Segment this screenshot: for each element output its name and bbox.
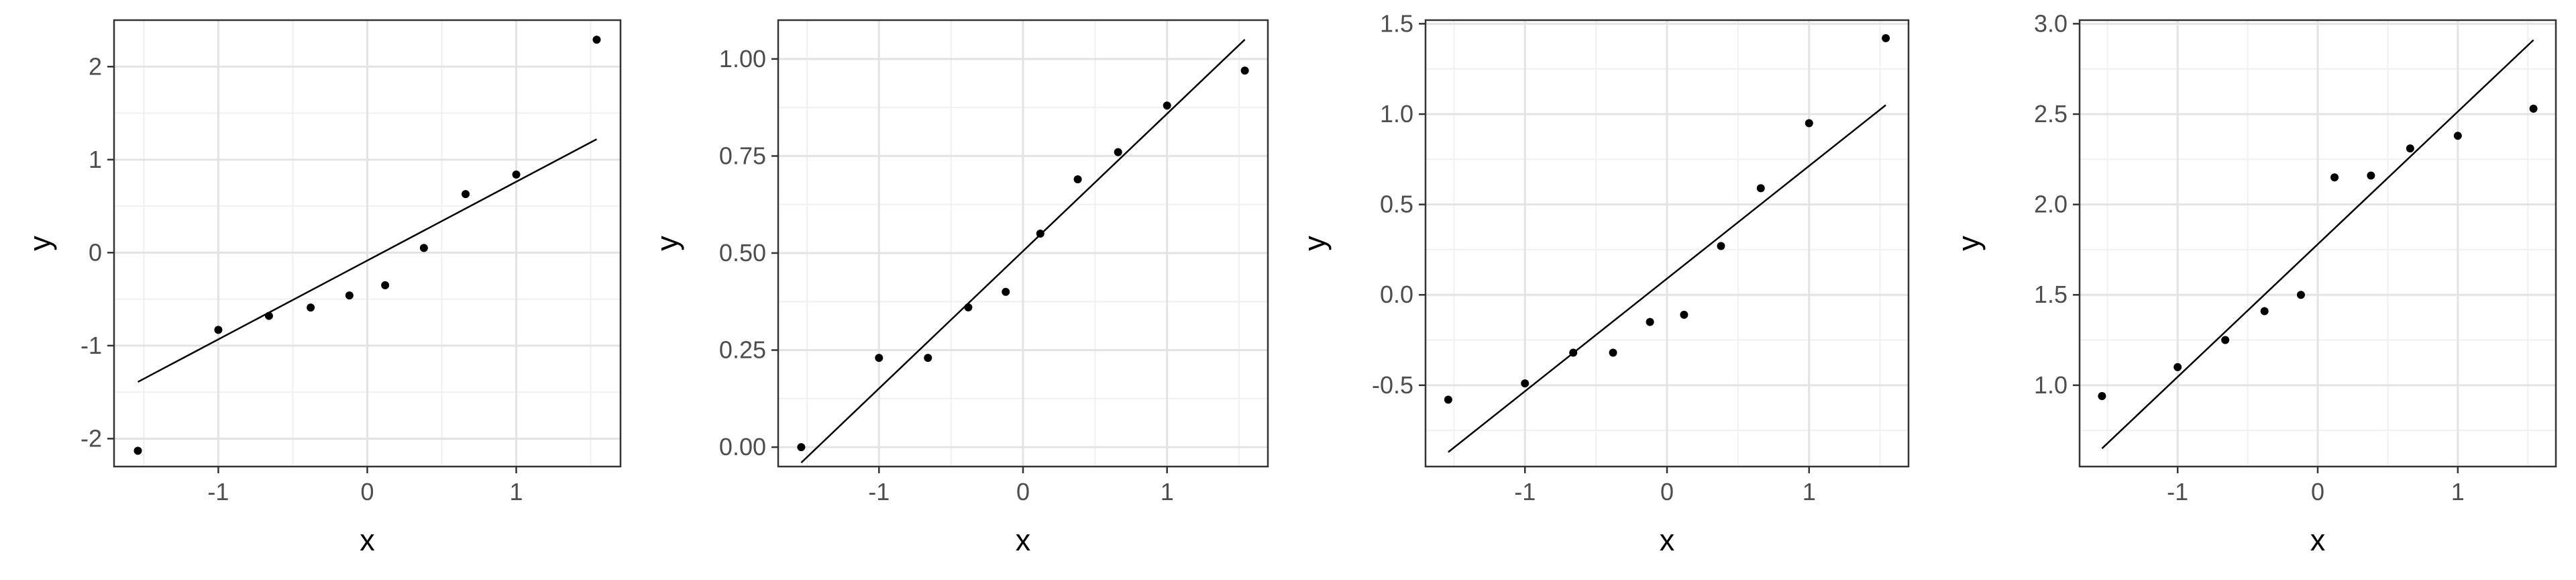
data-point	[2367, 171, 2375, 180]
x-tick-label: 0	[1016, 478, 1030, 505]
y-tick-label: 0.25	[719, 336, 766, 364]
y-axis-title: y	[650, 236, 684, 251]
data-point	[2330, 173, 2339, 182]
data-point	[1609, 348, 1617, 357]
data-point	[214, 326, 223, 334]
y-tick-label: 2	[89, 52, 102, 80]
data-point	[2406, 144, 2414, 153]
y-tick-label: 0.5	[1380, 191, 1413, 218]
y-tick-label: 1.0	[1380, 100, 1413, 128]
y-tick-label: 1.5	[2034, 281, 2068, 308]
y-tick-label: 0.00	[719, 433, 766, 461]
x-tick-label: 0	[1660, 478, 1674, 505]
x-tick-label: 0	[2311, 478, 2324, 505]
data-point	[2529, 104, 2538, 113]
x-axis-title: x	[360, 523, 375, 557]
x-tick-label: -1	[1514, 478, 1536, 505]
data-point	[875, 354, 883, 362]
y-axis-title: y	[23, 236, 57, 251]
data-point	[1882, 34, 1890, 42]
x-tick-label: -1	[207, 478, 229, 505]
y-axis-title: y	[1297, 236, 1332, 251]
x-tick-label: 1	[510, 478, 523, 505]
y-tick-label: 0	[89, 238, 102, 266]
data-point	[462, 190, 470, 199]
y-axis-title: y	[1951, 236, 1986, 251]
data-point	[133, 446, 142, 455]
data-point	[1114, 148, 1122, 156]
data-point	[2221, 336, 2230, 344]
fit-line	[137, 138, 598, 383]
x-tick-label: 1	[1803, 478, 1816, 505]
y-tick-label: 0.75	[719, 142, 766, 169]
y-tick-label: 1.0	[2034, 371, 2068, 399]
data-point	[419, 244, 428, 252]
data-point	[964, 303, 973, 311]
data-point	[2260, 307, 2269, 316]
data-point	[592, 36, 601, 44]
y-tick-label: 0.50	[719, 239, 766, 267]
data-point	[924, 354, 932, 362]
x-axis-title: x	[2310, 523, 2326, 557]
x-axis-title: x	[1016, 523, 1031, 557]
data-point	[381, 281, 390, 289]
x-tick-label: 1	[1161, 478, 1174, 505]
x-tick-label: -1	[2167, 478, 2188, 505]
fit-line	[1448, 104, 1886, 453]
data-point	[1646, 318, 1654, 326]
data-point	[2174, 362, 2182, 371]
y-tick-label: -2	[80, 424, 102, 452]
fit-line	[800, 39, 1246, 464]
data-point	[1240, 66, 1249, 75]
y-tick-label: 2.0	[2034, 191, 2068, 218]
panel-1: -1 0 1 -2 -1 0 1 2 x y	[23, 19, 622, 557]
y-tick-label: 0.0	[1380, 281, 1413, 308]
x-tick-label: -1	[868, 478, 890, 505]
data-point	[1756, 184, 1765, 193]
data-point	[1444, 395, 1452, 404]
x-tick-label: 0	[360, 478, 374, 505]
y-tick-label: 3.0	[2034, 9, 2068, 37]
x-axis-title: x	[1660, 523, 1675, 557]
data-point	[1680, 310, 1688, 319]
fit-line	[2101, 39, 2534, 449]
data-point	[1569, 348, 1578, 357]
data-point	[1073, 175, 1082, 184]
data-point	[797, 443, 806, 452]
data-point	[1805, 119, 1813, 128]
data-point	[2453, 132, 2462, 140]
data-point	[264, 311, 273, 320]
y-tick-label: 1	[89, 146, 102, 173]
y-tick-label: 1.5	[1380, 9, 1413, 37]
y-tick-label: -0.5	[1372, 371, 1413, 399]
data-point	[1002, 287, 1010, 296]
data-point	[512, 170, 521, 179]
data-point	[307, 303, 315, 312]
panel-2: -1 0 1 0.00 0.25 0.50 0.75 1.00 x y	[650, 19, 1269, 557]
data-point	[1717, 242, 1725, 250]
panel-3: -1 0 1 -0.5 0.0 0.5 1.0 1.5 x y	[1297, 9, 1910, 557]
data-point	[345, 291, 354, 300]
data-point	[1521, 379, 1529, 388]
y-tick-label: -1	[80, 332, 102, 359]
data-point	[1036, 230, 1044, 238]
data-point	[2098, 392, 2106, 400]
y-tick-label: 1.00	[719, 45, 766, 72]
x-tick-label: 1	[2451, 478, 2465, 505]
data-point	[2296, 291, 2305, 299]
data-point	[1163, 101, 1171, 110]
panel-4: -1 0 1 1.0 1.5 2.0 2.5 3.0 x y	[1951, 9, 2557, 557]
y-tick-label: 2.5	[2034, 100, 2068, 128]
